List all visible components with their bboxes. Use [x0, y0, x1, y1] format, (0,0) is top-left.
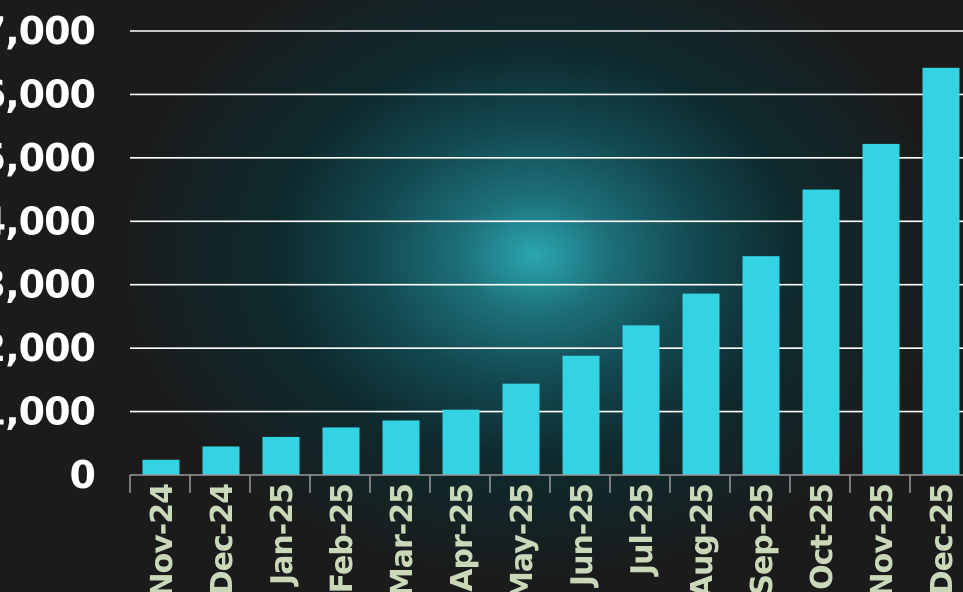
x-tick-label: Nov-25: [865, 484, 900, 592]
bar: [142, 459, 180, 475]
bars: [142, 67, 960, 476]
y-tick-label: 1,000: [0, 390, 95, 434]
x-tick-label: Apr-25: [445, 484, 480, 592]
x-tick-label: Dec-25: [925, 484, 960, 592]
bar: [262, 436, 300, 475]
x-tick-labels: Nov-24 Dec-24 Jan-25 Feb-25 Mar-25 Apr-25 May-…: [145, 484, 960, 592]
y-tick-label: 0: [70, 453, 95, 497]
bar: [742, 256, 780, 475]
x-axis: [129, 474, 963, 493]
bar: [562, 355, 600, 475]
bar: [802, 189, 840, 476]
x-tick-label: Jun-25: [565, 484, 600, 588]
x-tick-label: May-25: [505, 484, 540, 592]
bar: [442, 409, 480, 475]
y-tick-label: 6,000: [0, 72, 95, 116]
x-tick-label: Dec-24: [205, 484, 240, 592]
bar: [322, 427, 360, 475]
y-tick-label: 2,000: [0, 326, 95, 370]
x-tick-label: Jul-25: [625, 484, 660, 577]
bar: [682, 293, 720, 475]
bar: [502, 383, 540, 475]
x-tick-label: Feb-25: [325, 484, 360, 592]
bar: [202, 446, 240, 475]
y-tick-label: 3,000: [0, 263, 95, 307]
x-tick-label: Aug-25: [685, 484, 720, 592]
x-tick-label: Nov-24: [145, 484, 180, 592]
y-tick-labels: 0 1,000 2,000 3,000 4,000 5,000 6,000 7,000: [0, 9, 96, 497]
bar: [622, 325, 660, 475]
y-tick-label: 7,000: [0, 9, 95, 53]
x-tick-label: Mar-25: [385, 484, 420, 592]
bar: [382, 420, 420, 475]
bar: [922, 67, 960, 475]
bar: [862, 143, 900, 475]
grid-lines: [130, 30, 963, 413]
x-tick-label: Jan-25: [265, 484, 300, 587]
y-tick-label: 5,000: [0, 136, 95, 180]
x-tick-label: Sep-25: [745, 484, 780, 592]
x-tick-label: Oct-25: [805, 484, 840, 590]
y-tick-label: 4,000: [0, 199, 95, 243]
